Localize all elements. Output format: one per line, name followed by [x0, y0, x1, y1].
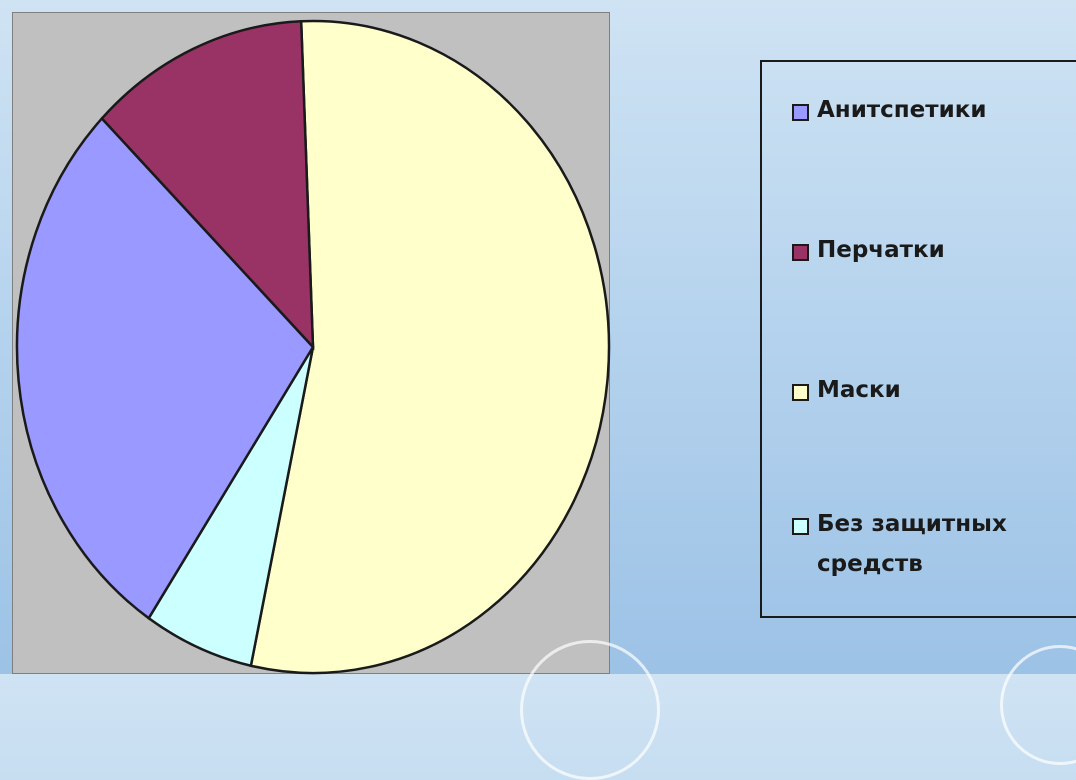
- legend-item-masks: Маски: [792, 377, 1047, 410]
- pie-chart: [15, 19, 611, 675]
- legend-item-gloves: Перчатки: [792, 237, 1047, 270]
- decorative-ring: [520, 640, 660, 780]
- legend-swatch: [792, 518, 809, 535]
- legend-label: Анитспетики: [817, 97, 987, 123]
- legend-label: Перчатки: [817, 237, 945, 263]
- legend-swatch: [792, 384, 809, 401]
- legend-swatch: [792, 104, 809, 121]
- chart-legend: Анитспетики Перчатки Маски Без защитных …: [760, 60, 1076, 618]
- legend-label: Маски: [817, 377, 901, 403]
- pie-slice-1: [100, 19, 315, 351]
- decorative-ring: [1000, 645, 1076, 765]
- chart-plot-area: [12, 12, 611, 675]
- pie-slice-3: [147, 346, 315, 668]
- legend-item-antiseptics: Анитспетики: [792, 97, 1047, 130]
- legend-label: Без защитных средств: [817, 511, 1007, 577]
- pie-slice-2: [249, 19, 611, 675]
- legend-swatch: [792, 244, 809, 261]
- legend-item-no-protection: Без защитных средств: [792, 511, 1047, 584]
- pie-slice-0: [15, 116, 315, 621]
